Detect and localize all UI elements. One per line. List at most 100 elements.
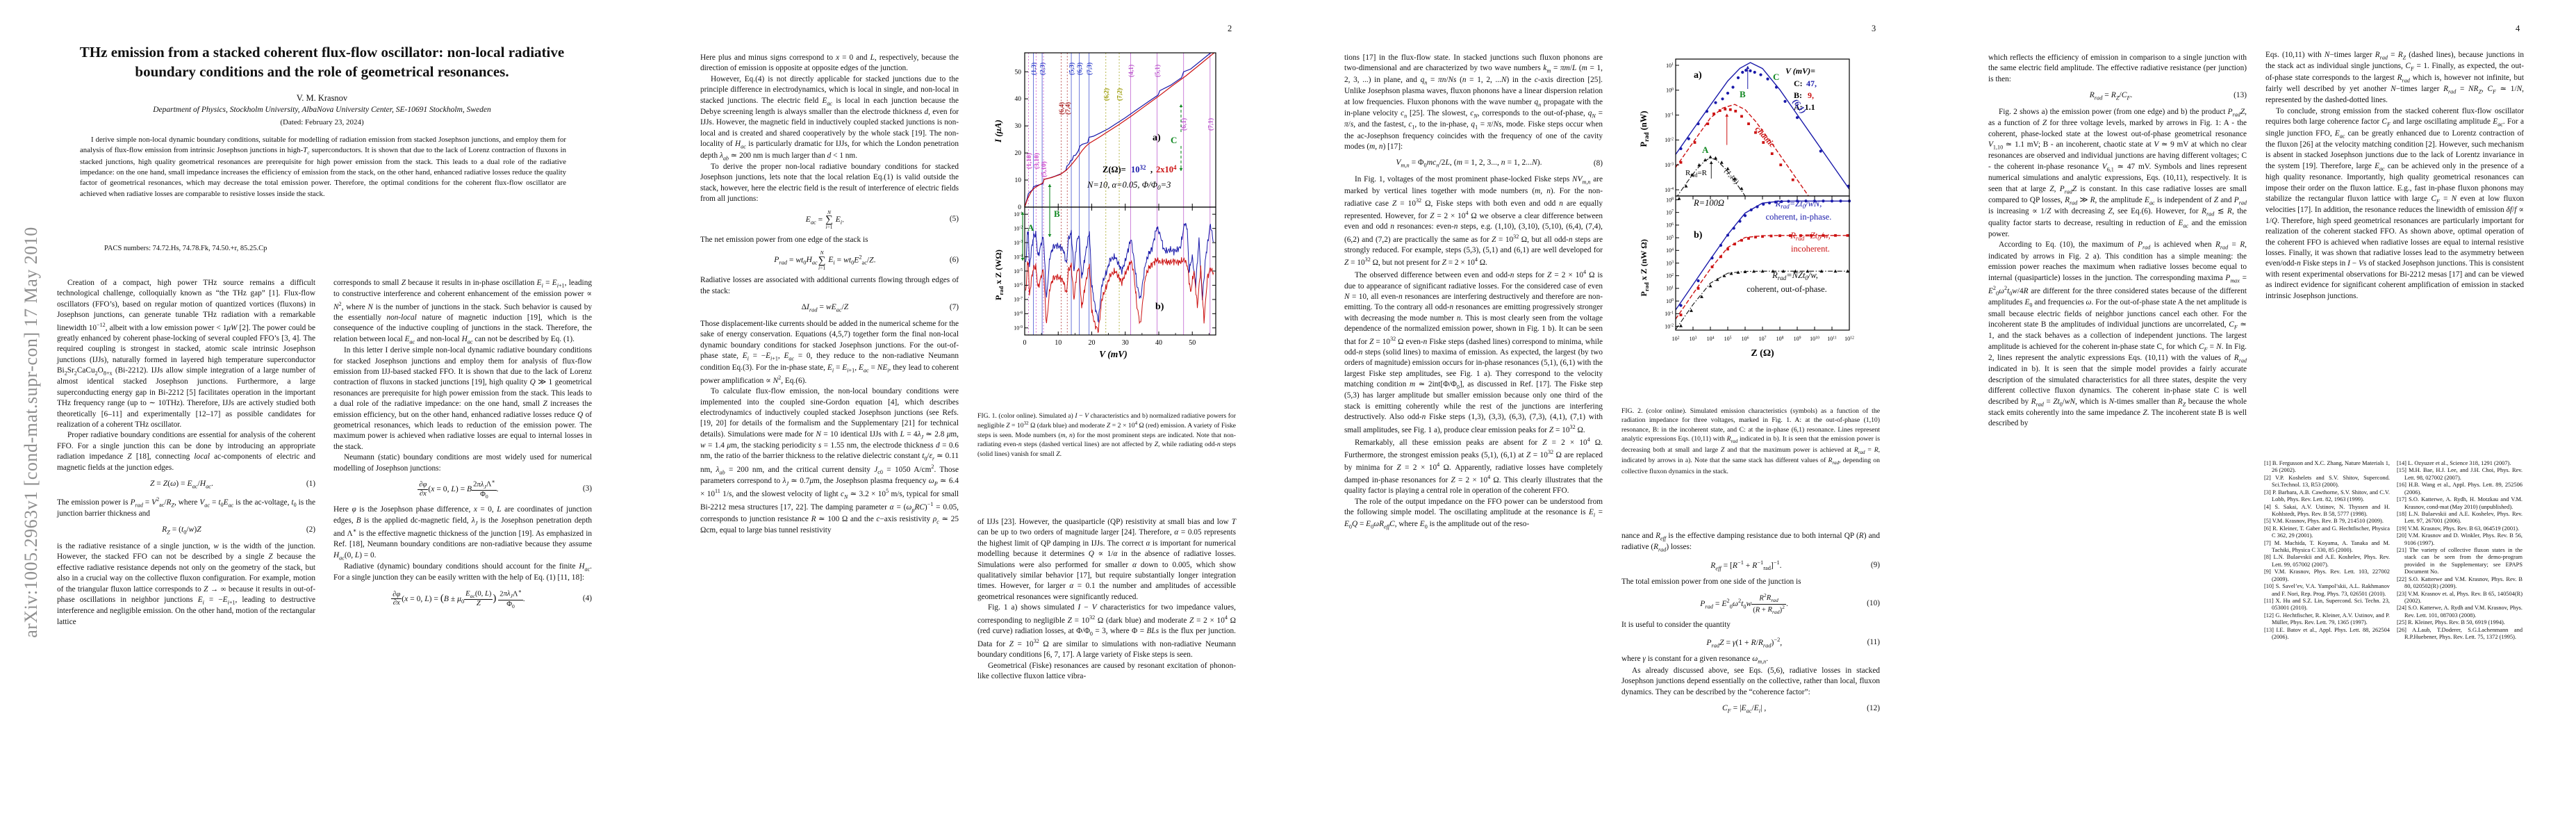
svg-text:100: 100 bbox=[1666, 298, 1674, 304]
svg-text:10-5: 10-5 bbox=[1014, 268, 1023, 275]
svg-text:109: 109 bbox=[1794, 336, 1801, 342]
paragraph: The observed difference between even and… bbox=[1344, 269, 1603, 434]
author-name: V. M. Krasnov bbox=[296, 93, 348, 103]
equation: Vm,n = Φ0mcn/2L, (m = 1, 2, 3..., n = 1,… bbox=[1396, 158, 1603, 169]
svg-text:V (mV)=: V (mV)= bbox=[1785, 66, 1815, 76]
svg-text:107: 107 bbox=[1666, 209, 1674, 215]
svg-text:10-6: 10-6 bbox=[1014, 282, 1023, 288]
reference-item: [13] I.E. Batov et al., Appl. Phys. Lett… bbox=[2264, 626, 2390, 641]
equation: PradZ = γ(1 + R/Rrad)−2, (11) bbox=[1706, 636, 1880, 649]
reference-item: [10] S. Savel’ev, V.A. Yampol’skii, A.L.… bbox=[2264, 583, 2390, 597]
svg-text:(7,1): (7,1) bbox=[1207, 118, 1214, 131]
paragraph: is the radiative resistance of a single … bbox=[57, 542, 315, 626]
page3-right-column: nance and Reff is the effective damping … bbox=[1621, 531, 1880, 720]
paragraph: Radiative (dynamic) boundary conditions … bbox=[333, 562, 592, 582]
equation: RZ = (t0/w)Z (2) bbox=[162, 525, 315, 536]
svg-text:I (μA): I (μA) bbox=[993, 120, 1003, 143]
svg-text:Rrad=NZt0/w,: Rrad=NZt0/w, bbox=[1772, 270, 1818, 281]
svg-text:40: 40 bbox=[1155, 339, 1162, 347]
title-line-1: THz emission from a stacked coherent flu… bbox=[79, 44, 565, 60]
paragraph: To conclude, strong emission from the st… bbox=[2265, 106, 2524, 300]
svg-text:105: 105 bbox=[1666, 235, 1674, 241]
svg-text:0: 0 bbox=[1023, 339, 1027, 347]
reference-item: [2] V.P. Koshelets and S.V. Shitov, Supe… bbox=[2264, 474, 2390, 489]
paragraph: corresponds to small Z because it result… bbox=[333, 279, 592, 345]
reference-item: [23] V.M. Krasnov et. al, Phys. Rev. B 6… bbox=[2397, 590, 2523, 605]
references-column-1: [1] B. Fergusson and X.C. Zhang, Nature … bbox=[2264, 460, 2390, 641]
svg-text:10-1: 10-1 bbox=[1665, 112, 1674, 118]
reference-item: [1] B. Fergusson and X.C. Zhang, Nature … bbox=[2264, 460, 2390, 474]
svg-text:(5,3): (5,3) bbox=[1068, 63, 1076, 75]
svg-text:10-4: 10-4 bbox=[1665, 187, 1674, 193]
paragraph: Fig. 1 a) shows simulated I − V characte… bbox=[977, 603, 1236, 660]
svg-text:10-9: 10-9 bbox=[1014, 325, 1023, 332]
reference-item: [17] S.O. Katterwe, A. Rydh, H. Motzkau … bbox=[2397, 496, 2523, 510]
svg-text:10-4: 10-4 bbox=[1014, 254, 1023, 260]
page-1: arXiv:1005.2963v1 [cond-mat.supr-con] 17… bbox=[0, 0, 644, 834]
reference-item: [19] V.M. Krasnov, Phys. Rev. B 63, 0645… bbox=[2397, 525, 2520, 532]
svg-text:(6,1): (6,1) bbox=[1180, 118, 1188, 131]
svg-text:101: 101 bbox=[1666, 63, 1674, 69]
svg-text:a): a) bbox=[1694, 70, 1702, 81]
svg-text:Rrad=R: Rrad=R bbox=[1685, 169, 1708, 179]
svg-text:(1,10): (1,10) bbox=[1025, 153, 1033, 169]
references-column-2: [14] L. Ozyuzer et al., Science 318, 129… bbox=[2397, 460, 2523, 641]
reference-item: [18] L.N. Bulaevskii and A.E. Koshelev, … bbox=[2397, 510, 2523, 525]
svg-text:20: 20 bbox=[1088, 339, 1095, 347]
page-3: 3 tions [17] in the flux-flow state. In … bbox=[1288, 0, 1932, 834]
page-4: 4 which reflects the efficiency of emiss… bbox=[1932, 0, 2576, 834]
svg-text:a): a) bbox=[1153, 133, 1161, 143]
svg-text:(7,4): (7,4) bbox=[1064, 102, 1072, 115]
svg-text:(1,10): (1,10) bbox=[1723, 167, 1740, 186]
paragraph: The emission power is Prad = V2ac/RZ, wh… bbox=[57, 496, 315, 518]
page-number: 4 bbox=[2516, 24, 2520, 33]
reference-item: [26] A.Laub, T.Doderer, S.G.Lachenmann a… bbox=[2397, 626, 2523, 641]
figure-1-caption: FIG. 1. (color online). Simulated a) I −… bbox=[977, 412, 1236, 458]
svg-text:20: 20 bbox=[1015, 150, 1022, 157]
svg-text:47,: 47, bbox=[1806, 79, 1817, 88]
equation: CF = |Eac/Ei| , (12) bbox=[1722, 703, 1880, 714]
paragraph: The role of the output impedance on the … bbox=[1344, 497, 1603, 530]
page4-left-column: which reflects the efficiency of emissio… bbox=[1988, 53, 2247, 430]
reference-item: [7] M. Machida, T. Koyama, A. Tanaka and… bbox=[2264, 539, 2390, 554]
paragraph: As already discussed above, see Eqs. (5,… bbox=[1621, 666, 1880, 696]
svg-text:1011: 1011 bbox=[1827, 336, 1837, 342]
paragraph: To derive the proper non-local radiative… bbox=[700, 162, 959, 204]
svg-text:(3,10): (3,10) bbox=[1033, 153, 1041, 169]
reference-item: [21] The variety of collective fluxon st… bbox=[2397, 547, 2523, 575]
equation: ∂φ ∂x (x = 0, L) = (B ± μ0 Eac(0, L) Z) 2πλJ… bbox=[391, 587, 592, 610]
svg-text:(1,3): (1,3) bbox=[1030, 63, 1038, 75]
svg-text:106: 106 bbox=[1742, 336, 1749, 342]
paragraph: where γ is constant for a given resonanc… bbox=[1621, 655, 1769, 665]
paragraph: In this letter I derive simple non-local… bbox=[333, 346, 592, 451]
page4-right-column: Eqs. (10,11) with N−times larger Rrad = … bbox=[2265, 50, 2524, 302]
equation: Reff = [R−1 + R−1rad]−1. (9) bbox=[1710, 559, 1880, 571]
svg-text:106: 106 bbox=[1666, 222, 1674, 229]
svg-text:(7,3): (7,3) bbox=[1086, 63, 1093, 75]
paragraph: Those displacement-like currents should … bbox=[700, 319, 959, 385]
page2-left-column: Here plus and minus signs correspond to … bbox=[700, 53, 959, 536]
svg-text:103: 103 bbox=[1690, 336, 1697, 342]
svg-text:10: 10 bbox=[1015, 177, 1022, 184]
svg-text:108: 108 bbox=[1666, 197, 1674, 203]
svg-text:10-2: 10-2 bbox=[1665, 323, 1674, 329]
svg-text:1012: 1012 bbox=[1844, 336, 1854, 342]
paragraph: Neumann (static) boundary conditions are… bbox=[333, 453, 592, 473]
svg-text:Prad (nW): Prad (nW) bbox=[1639, 111, 1650, 147]
paragraph: Creation of a compact, high power THz so… bbox=[57, 279, 316, 429]
svg-text:R=100Ω: R=100Ω bbox=[1693, 198, 1724, 208]
reference-item: [22] S.O. Katterwe and V.M. Krasnov, Phy… bbox=[2397, 575, 2523, 590]
svg-text:N=10, α=0.05, Φ/Φ0=3: N=10, α=0.05, Φ/Φ0=3 bbox=[1087, 180, 1171, 191]
svg-text:107: 107 bbox=[1759, 336, 1767, 342]
svg-text:50: 50 bbox=[1015, 69, 1022, 76]
svg-text:,: , bbox=[1150, 165, 1153, 174]
svg-text:C:: C: bbox=[1794, 79, 1803, 88]
svg-text:C: C bbox=[1171, 135, 1177, 145]
svg-text:10-1: 10-1 bbox=[1665, 311, 1674, 317]
equation: Rrad = RZ/CF. (13) bbox=[2089, 90, 2247, 101]
svg-text:C: C bbox=[1773, 72, 1779, 82]
paragraph: To calculate flux-flow emission, the non… bbox=[700, 387, 959, 534]
svg-text:Prad x Z (WΩ): Prad x Z (WΩ) bbox=[993, 250, 1005, 300]
equation: ΔIrad = wEac/Z (7) bbox=[801, 302, 959, 313]
svg-text:105: 105 bbox=[1724, 336, 1732, 342]
